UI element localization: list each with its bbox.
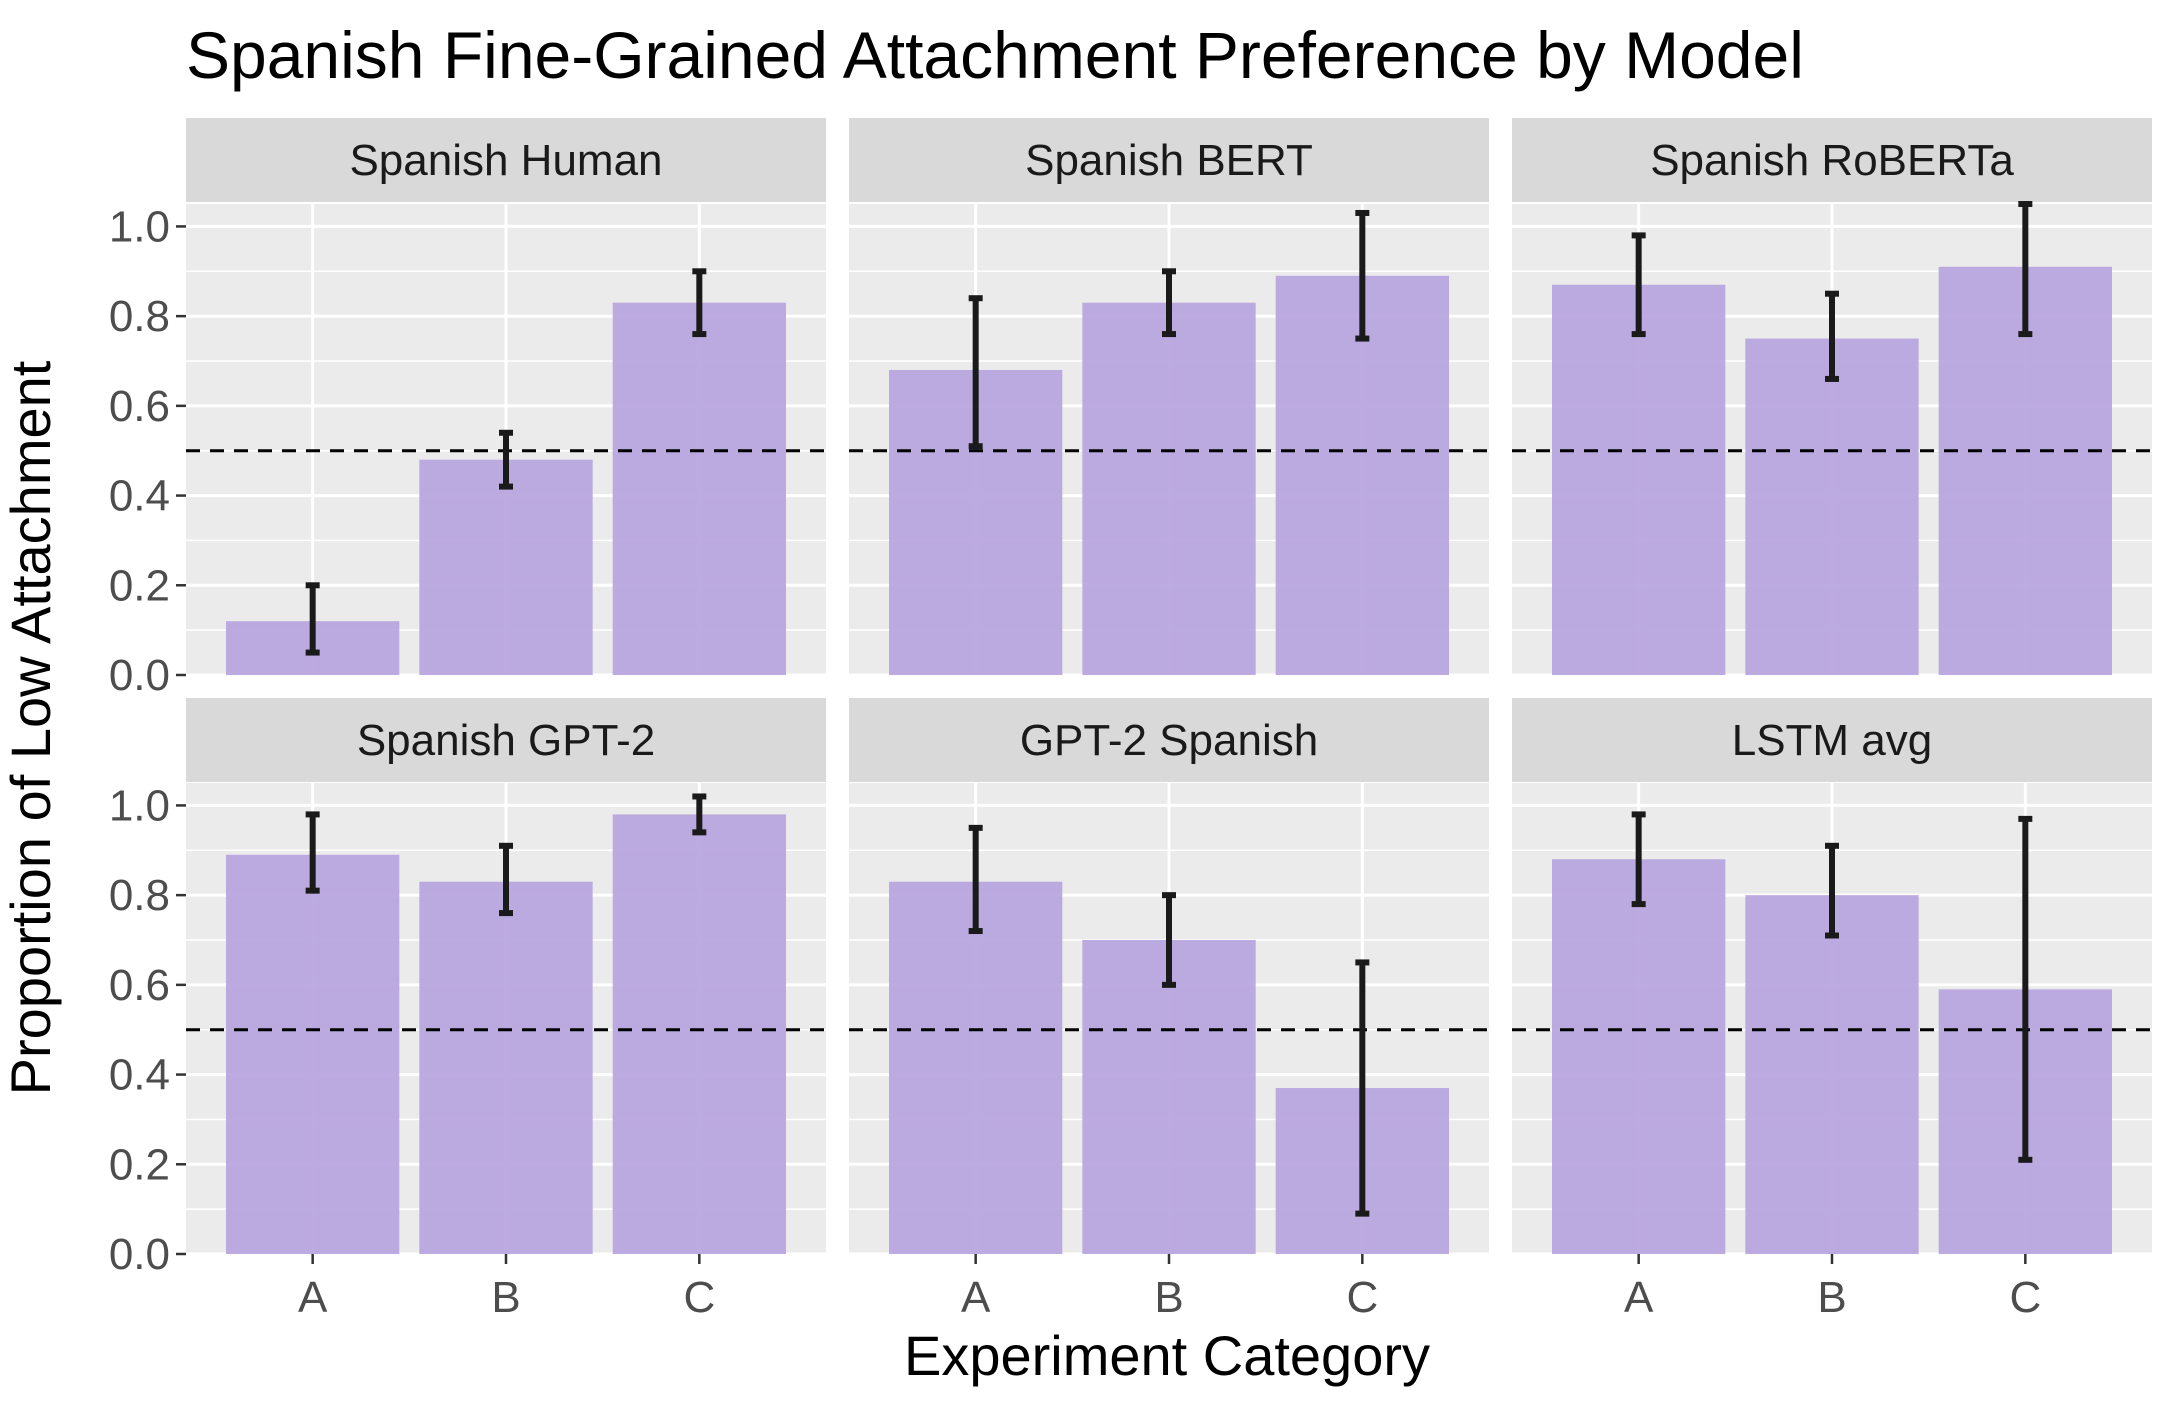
panel: GPT-2 Spanish A B C <box>849 698 1489 1322</box>
bar <box>612 814 786 1254</box>
panel: Spanish BERT <box>849 118 1489 677</box>
panel-strip <box>1512 118 2152 202</box>
bar <box>889 881 1063 1254</box>
panel: Spanish GPT-2 0.0 0.2 0.4 0.6 0.8 1.0 A B C <box>109 698 826 1322</box>
panel-strip <box>849 118 1489 202</box>
bar <box>1745 895 1919 1254</box>
bar <box>1082 302 1256 675</box>
panel-strip-label: Spanish GPT-2 <box>357 716 655 765</box>
y-tick-label: 0.4 <box>109 1051 170 1100</box>
bar <box>226 854 400 1254</box>
error-bar <box>1162 268 1176 338</box>
y-tick-label: 0.2 <box>109 561 170 610</box>
panel-strip-label: Spanish Human <box>349 136 662 185</box>
error-bar <box>1631 232 1646 338</box>
bar <box>419 881 593 1254</box>
error-bar <box>968 295 983 450</box>
x-tick-label: C <box>683 1273 715 1322</box>
x-tick-label: B <box>1817 1273 1846 1322</box>
bar <box>1745 338 1919 675</box>
x-tick-label: A <box>298 1273 328 1322</box>
bar <box>1082 940 1256 1254</box>
error-bar <box>1631 811 1646 908</box>
error-bar <box>1825 842 1839 939</box>
error-bar <box>692 268 707 338</box>
error-bar <box>2018 815 2033 1163</box>
error-bar <box>968 824 983 935</box>
error-bar <box>499 842 513 917</box>
x-tick-label: B <box>491 1273 520 1322</box>
bar <box>612 302 786 675</box>
bar <box>1552 859 1726 1254</box>
panel-strip <box>849 698 1489 782</box>
y-tick-label: 0.4 <box>109 472 170 521</box>
y-tick-label: 0.0 <box>109 1230 170 1279</box>
y-axis-title: Proportion of Low Attachment <box>0 360 62 1095</box>
error-bar <box>2018 201 2033 338</box>
x-tick-label: C <box>2009 1273 2041 1322</box>
panel-strip-label: Spanish BERT <box>1025 136 1313 185</box>
y-tick-label: 1.0 <box>109 781 170 830</box>
x-tick-label: A <box>961 1273 991 1322</box>
error-bar <box>1825 290 1839 382</box>
y-tick-label: 1.0 <box>109 202 170 251</box>
error-bar <box>305 811 320 894</box>
y-tick-label: 0.2 <box>109 1140 170 1189</box>
chart-title: Spanish Fine-Grained Attachment Preferen… <box>186 18 1804 92</box>
panel-strip-label: GPT-2 Spanish <box>1020 716 1318 765</box>
panel: Spanish Human 0.0 0.2 0.4 0.6 0.8 1.0 <box>109 118 826 700</box>
error-bar <box>305 582 320 656</box>
x-tick-label: C <box>1346 1273 1378 1322</box>
panel: LSTM avg A B C <box>1512 698 2152 1322</box>
panel-strip-label: LSTM avg <box>1732 716 1933 765</box>
y-tick-label: 0.8 <box>109 871 170 920</box>
panel-strip <box>186 698 826 782</box>
panel-grid: Spanish Human 0.0 0.2 0.4 0.6 0.8 1.0 Spanish B… <box>109 118 2152 1322</box>
panel-strip <box>186 118 826 202</box>
bar <box>419 459 593 675</box>
error-bar <box>1355 959 1370 1217</box>
y-tick-label: 0.6 <box>109 961 170 1010</box>
panel-strip-label: Spanish RoBERTa <box>1650 136 2014 185</box>
y-tick-label: 0.0 <box>109 651 170 700</box>
bar <box>1275 275 1449 675</box>
panel: Spanish RoBERTa <box>1512 118 2152 677</box>
error-bar <box>1355 209 1370 342</box>
x-axis-title: Experiment Category <box>904 1324 1430 1387</box>
panel-strip <box>1512 698 2152 782</box>
x-tick-label: B <box>1154 1273 1183 1322</box>
x-tick-label: A <box>1624 1273 1654 1322</box>
y-tick-label: 0.8 <box>109 292 170 341</box>
error-bar <box>499 429 513 490</box>
y-tick-label: 0.6 <box>109 382 170 431</box>
error-bar <box>692 793 707 836</box>
error-bar <box>1162 892 1176 988</box>
bar <box>1552 284 1726 675</box>
